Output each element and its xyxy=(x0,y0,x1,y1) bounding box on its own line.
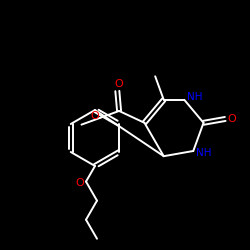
Text: NH: NH xyxy=(196,148,211,158)
Text: O: O xyxy=(114,79,123,89)
Text: O: O xyxy=(228,114,236,124)
Text: O: O xyxy=(90,111,99,121)
Text: NH: NH xyxy=(186,92,202,102)
Text: O: O xyxy=(76,178,84,188)
